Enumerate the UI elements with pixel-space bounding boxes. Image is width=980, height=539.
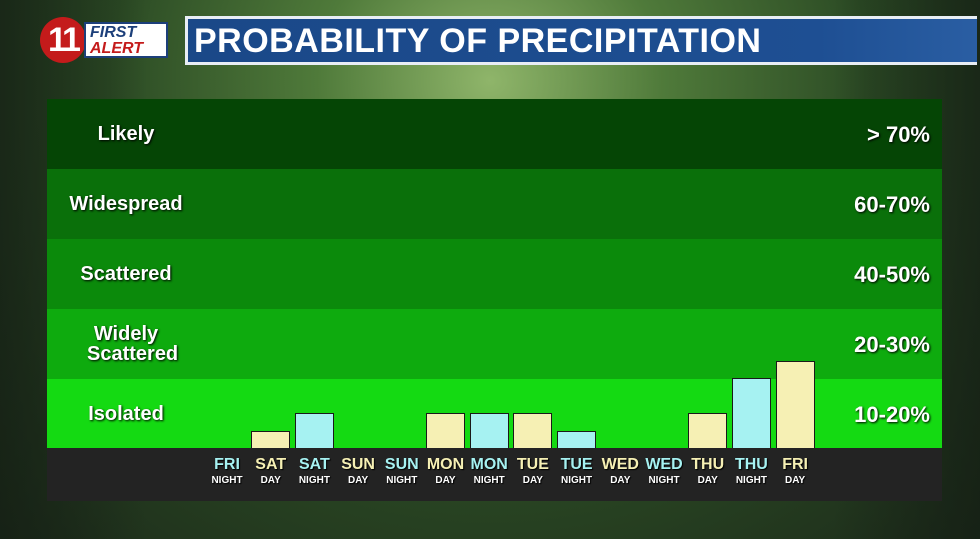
- band-widespread: Widespread 60-70%: [47, 169, 942, 239]
- x-tick-label: THU NIGHT: [729, 456, 773, 488]
- tick-period: DAY: [697, 475, 718, 486]
- tick-period: DAY: [435, 475, 456, 486]
- band-range: 10-20%: [854, 402, 930, 427]
- tick-day: THU: [734, 456, 768, 473]
- x-tick-label: MON DAY: [424, 456, 468, 488]
- band-scattered: Scattered 40-50%: [47, 239, 942, 309]
- tick-period: NIGHT: [211, 475, 243, 486]
- channel-logo: 11: [40, 17, 86, 63]
- tick-day: FRI: [782, 456, 808, 473]
- x-tick-label: SAT DAY: [249, 456, 293, 488]
- tick-period: DAY: [784, 475, 806, 486]
- x-tick-label: TUE NIGHT: [555, 456, 599, 488]
- tick-period: NIGHT: [298, 475, 330, 486]
- tick-day: SAT: [255, 456, 287, 473]
- x-tick-label: MON NIGHT: [467, 456, 511, 488]
- band-label: Likely: [97, 123, 155, 145]
- x-tick-label: SUN NIGHT: [380, 456, 424, 488]
- logo-alert: ALERT: [90, 40, 144, 57]
- bar-thu-day: [688, 413, 728, 448]
- band-widely-scattered: Widely Scattered 20-30%: [47, 309, 942, 379]
- tick-day: SUN: [384, 456, 419, 473]
- bar-tue-night: [557, 430, 597, 448]
- tick-day: TUE: [560, 456, 593, 473]
- page-title: PROBABILITY OF PRECIPITATION: [194, 22, 762, 60]
- tick-day: MON: [470, 456, 508, 473]
- bar-fri-day: [775, 360, 815, 448]
- x-tick-label: THU DAY: [686, 456, 730, 488]
- tick-day: SAT: [298, 456, 330, 473]
- x-axis: FRI NIGHT SAT DAY SAT NIGHT SUN DAY SUN NIGHT MON D…: [47, 448, 942, 501]
- bar-mon-day: [426, 413, 465, 448]
- title-bar: PROBABILITY OF PRECIPITATION: [185, 16, 977, 65]
- band-range: 60-70%: [854, 192, 930, 217]
- tick-period: NIGHT: [473, 475, 505, 486]
- bar-sat-night: [294, 413, 334, 448]
- tick-day: MON: [426, 456, 465, 473]
- chart-panel: Likely > 70% Widespread 60-70% Scattered 40-5…: [47, 99, 942, 501]
- band-label: Widespread: [69, 193, 183, 215]
- bar-sat-day: [251, 430, 291, 448]
- tick-day: WED: [601, 456, 639, 473]
- x-tick-label: FRI NIGHT: [205, 456, 249, 488]
- band-likely: Likely > 70%: [47, 99, 942, 169]
- tick-day: SUN: [341, 456, 375, 473]
- x-tick-label: WED NIGHT: [642, 456, 686, 488]
- tick-period: NIGHT: [648, 475, 680, 486]
- tick-day: TUE: [516, 456, 549, 473]
- band-range: > 70%: [867, 122, 930, 147]
- tick-period: NIGHT: [386, 475, 418, 486]
- bar-mon-night: [469, 413, 509, 448]
- tick-period: NIGHT: [735, 475, 767, 486]
- x-tick-label: SAT NIGHT: [292, 456, 336, 488]
- band-range: 20-30%: [854, 332, 930, 357]
- bar-tue-day: [513, 413, 553, 448]
- tick-day: FRI: [214, 456, 240, 473]
- x-tick-label: TUE DAY: [511, 456, 555, 488]
- band-range: 40-50%: [854, 262, 930, 287]
- bar-thu-night: [731, 378, 771, 448]
- band-label: Widely Scattered: [87, 323, 179, 365]
- x-tick-label: WED DAY: [598, 456, 642, 488]
- x-tick-label: SUN DAY: [336, 456, 380, 488]
- band-label: Scattered: [80, 263, 172, 285]
- first-alert-logo: 11 FIRST ALERT: [40, 17, 170, 63]
- x-tick-label: FRI DAY: [773, 456, 817, 488]
- tick-period: DAY: [522, 475, 543, 486]
- tick-period: NIGHT: [561, 475, 593, 486]
- tick-period: DAY: [347, 475, 369, 486]
- tick-period: DAY: [260, 475, 281, 486]
- tick-day: THU: [691, 456, 725, 473]
- band-label: Isolated: [88, 403, 164, 425]
- logo-first: FIRST: [90, 24, 137, 41]
- tick-day: WED: [645, 456, 683, 473]
- tick-period: DAY: [610, 475, 631, 486]
